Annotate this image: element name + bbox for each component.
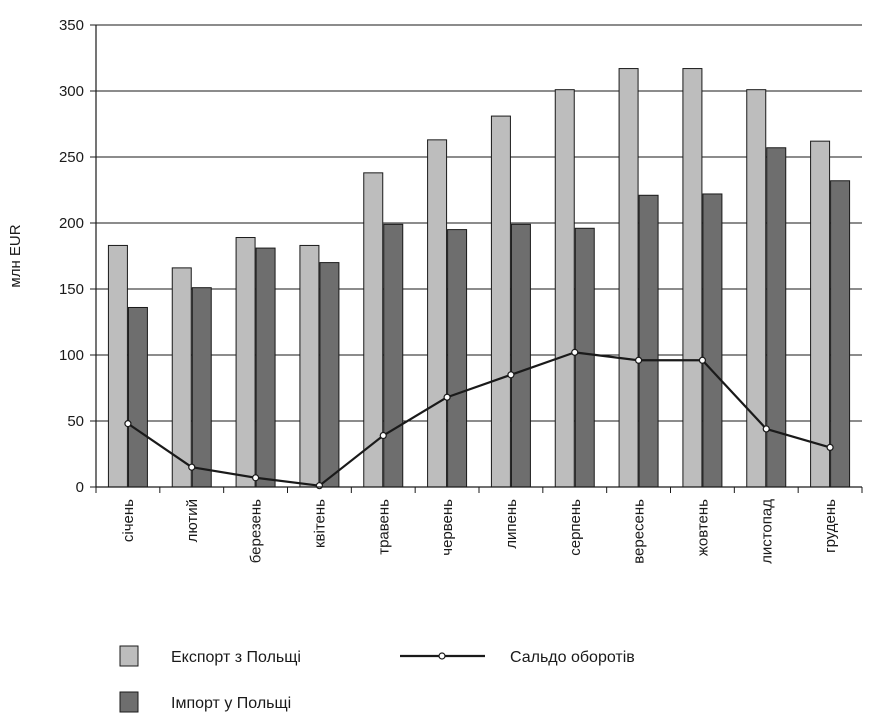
bar-export (235, 237, 256, 488)
balance-line (124, 348, 834, 490)
bar-export (810, 140, 831, 488)
y-axis-title: млн EUR (7, 224, 24, 287)
bar-import (574, 227, 595, 488)
x-tick-label: березень (248, 499, 265, 563)
y-tick-label: 200 (59, 215, 84, 232)
x-tick-label: травень (375, 499, 392, 555)
balance-point (826, 443, 834, 451)
balance-line-path (127, 351, 831, 487)
bar-export (107, 244, 128, 488)
y-tick-label: 100 (59, 347, 84, 364)
x-tick-label: липень (503, 499, 520, 549)
x-tick-label: грудень (822, 499, 839, 553)
balance-point (124, 420, 132, 428)
bar-import (447, 229, 468, 488)
bar-export (746, 89, 767, 488)
balance-point (634, 356, 643, 364)
bar-import (191, 287, 212, 488)
x-tick-label: січень (120, 499, 137, 542)
legend-label-import: Імпорт у Польщі (171, 695, 291, 712)
balance-point (251, 474, 260, 482)
x-tick-label: листопад (758, 499, 775, 564)
y-tick-label: 300 (59, 83, 84, 100)
bar-export (299, 244, 320, 488)
balance-point (571, 348, 579, 356)
bar-import (766, 147, 787, 488)
balance-point (762, 425, 770, 433)
x-tick-label: квітень (311, 499, 328, 548)
axes: 0 50 100 150 200 250 300 350 січень лютий березень… (59, 17, 863, 564)
y-tick-label: 350 (59, 17, 84, 34)
legend: Експорт з Польщі Імпорт у Польщі Сальдо об… (119, 645, 635, 713)
bar-export (427, 139, 448, 488)
balance-point (315, 482, 324, 490)
y-tick-label: 250 (59, 149, 84, 166)
bar-import (510, 223, 531, 488)
balance-point (507, 371, 515, 379)
bar-import (830, 180, 851, 488)
x-tick-label: червень (439, 499, 456, 556)
y-tick-label: 50 (67, 413, 84, 430)
x-tick-label: жовтень (694, 499, 711, 556)
x-tick-label: серпень (567, 499, 584, 556)
bar-import (255, 247, 276, 488)
legend-swatch-export (119, 645, 139, 667)
bars (107, 68, 851, 488)
x-tick-label: лютий (184, 499, 201, 542)
legend-swatch-import (119, 691, 139, 713)
bar-import (638, 194, 659, 488)
bar-export (490, 115, 511, 488)
x-tick-label: вересень (631, 499, 648, 564)
bar-export (171, 267, 192, 488)
grid-lines (96, 24, 862, 422)
bar-export (618, 68, 639, 488)
bar-export (554, 89, 575, 488)
bar-import (383, 223, 404, 488)
balance-point (698, 356, 707, 364)
legend-label-export: Експорт з Польщі (171, 649, 301, 666)
balance-point (379, 431, 387, 440)
bar-import (702, 193, 723, 488)
legend-marker-balance (438, 652, 446, 660)
bar-import (319, 262, 340, 488)
bar-export (363, 172, 384, 488)
legend-label-balance: Сальдо оборотів (510, 649, 635, 666)
bar-export (682, 68, 703, 488)
bar-import (127, 306, 148, 488)
y-tick-label: 0 (76, 479, 84, 496)
y-tick-label: 150 (59, 281, 84, 298)
balance-point (188, 463, 196, 471)
balance-point (443, 393, 451, 401)
